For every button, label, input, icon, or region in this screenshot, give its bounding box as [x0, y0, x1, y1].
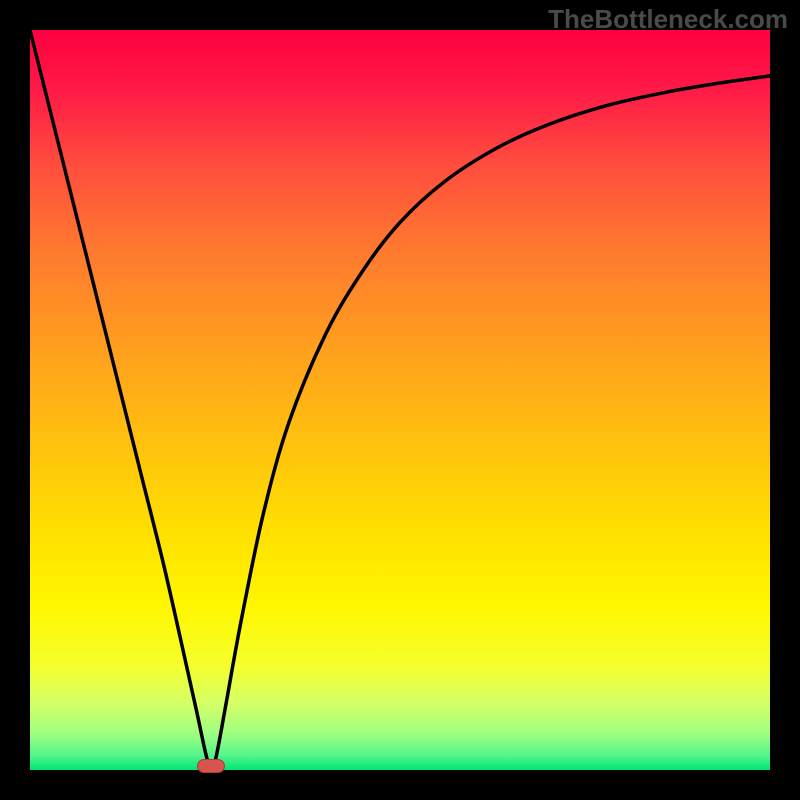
- curve-line: [30, 30, 770, 770]
- chart-container: TheBottleneck.com: [0, 0, 800, 800]
- minimum-marker: [197, 759, 225, 773]
- plot-area: [30, 30, 770, 770]
